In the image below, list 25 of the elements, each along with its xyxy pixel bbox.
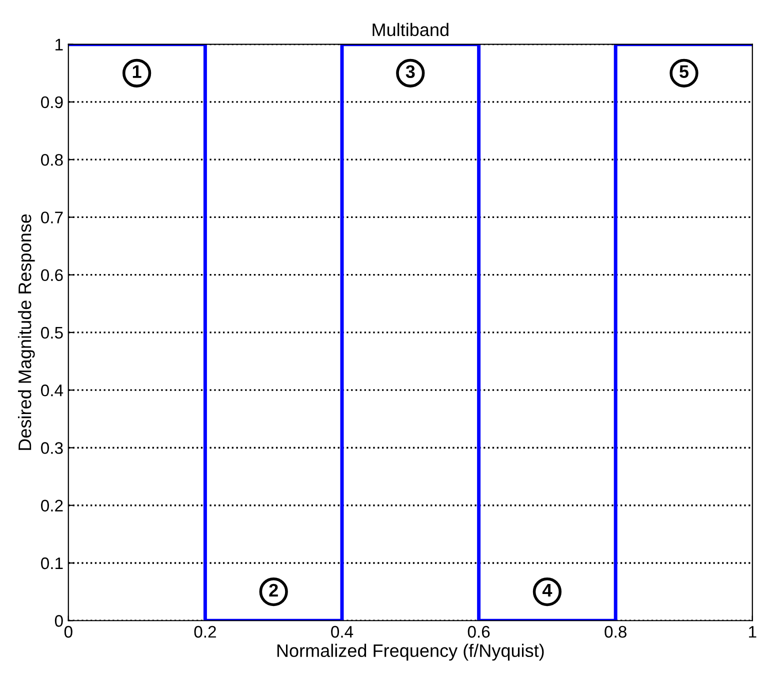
y-tick-label: 0.4 <box>41 384 64 396</box>
x-tick-label: 0.8 <box>604 626 626 638</box>
y-tick-label: 0.9 <box>41 96 63 108</box>
y-axis-title: Desired Magnitude Response <box>18 214 35 450</box>
x-tick-label: 0.2 <box>194 626 216 638</box>
annotation: 1 <box>132 65 142 78</box>
y-tick-label: 0.1 <box>41 557 63 570</box>
y-tick-label: 0.8 <box>41 154 63 166</box>
y-tick-label: 1 <box>56 38 63 50</box>
y-tick-label: 0 <box>54 615 63 627</box>
x-tick-label: 0 <box>64 626 72 638</box>
chart-title: Multiband <box>372 22 448 36</box>
x-tick-label: 0.4 <box>331 626 354 638</box>
x-axis-title: Normalized Frequency (f/Nyquist) <box>277 644 544 661</box>
annotation: 4 <box>542 584 552 596</box>
y-tick-label: 0.3 <box>41 442 63 454</box>
x-tick-label: 1 <box>749 626 756 638</box>
y-tick-label: 0.7 <box>41 212 63 224</box>
y-tick-label: 0.2 <box>41 500 63 512</box>
annotation: 5 <box>680 65 689 78</box>
annotation: 2 <box>269 584 278 596</box>
y-tick-label: 0.5 <box>41 326 63 339</box>
x-tick-label: 0.6 <box>468 626 490 638</box>
y-tick-label: 0.6 <box>41 269 63 282</box>
annotation: 3 <box>406 65 415 78</box>
